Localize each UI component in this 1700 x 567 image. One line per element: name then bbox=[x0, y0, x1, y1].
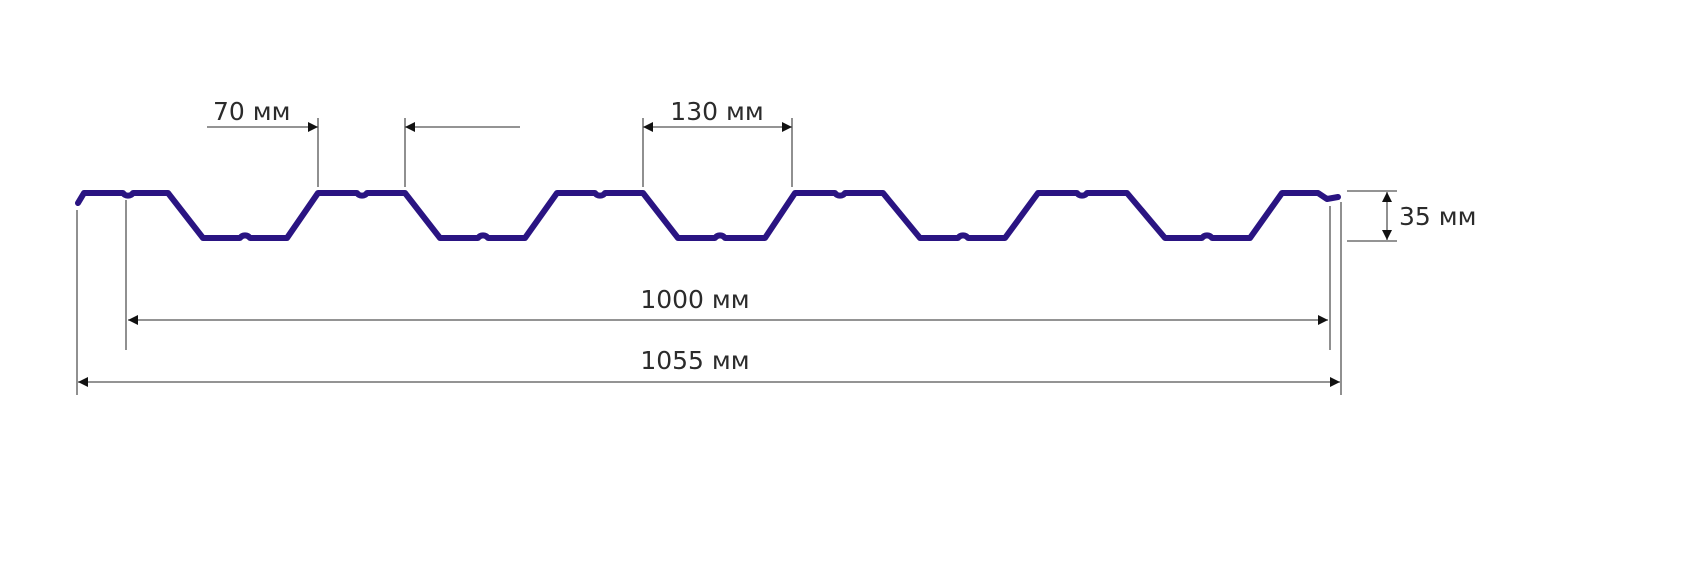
label-70mm: 70 мм bbox=[213, 97, 290, 126]
label-1000mm: 1000 мм bbox=[640, 285, 749, 314]
label-35mm: 35 мм bbox=[1399, 202, 1476, 231]
label-130mm: 130 мм bbox=[670, 97, 763, 126]
dimension-1000mm: 1000 мм bbox=[125, 200, 1331, 350]
sheet-profile bbox=[75, 190, 1341, 241]
label-1055mm: 1055 мм bbox=[640, 346, 749, 375]
dimension-35mm: 35 мм bbox=[1347, 190, 1476, 242]
dimension-70mm: 70 мм bbox=[207, 97, 520, 187]
dimension-130mm: 130 мм bbox=[642, 97, 793, 187]
dimension-1055mm: 1055 мм bbox=[76, 202, 1342, 395]
